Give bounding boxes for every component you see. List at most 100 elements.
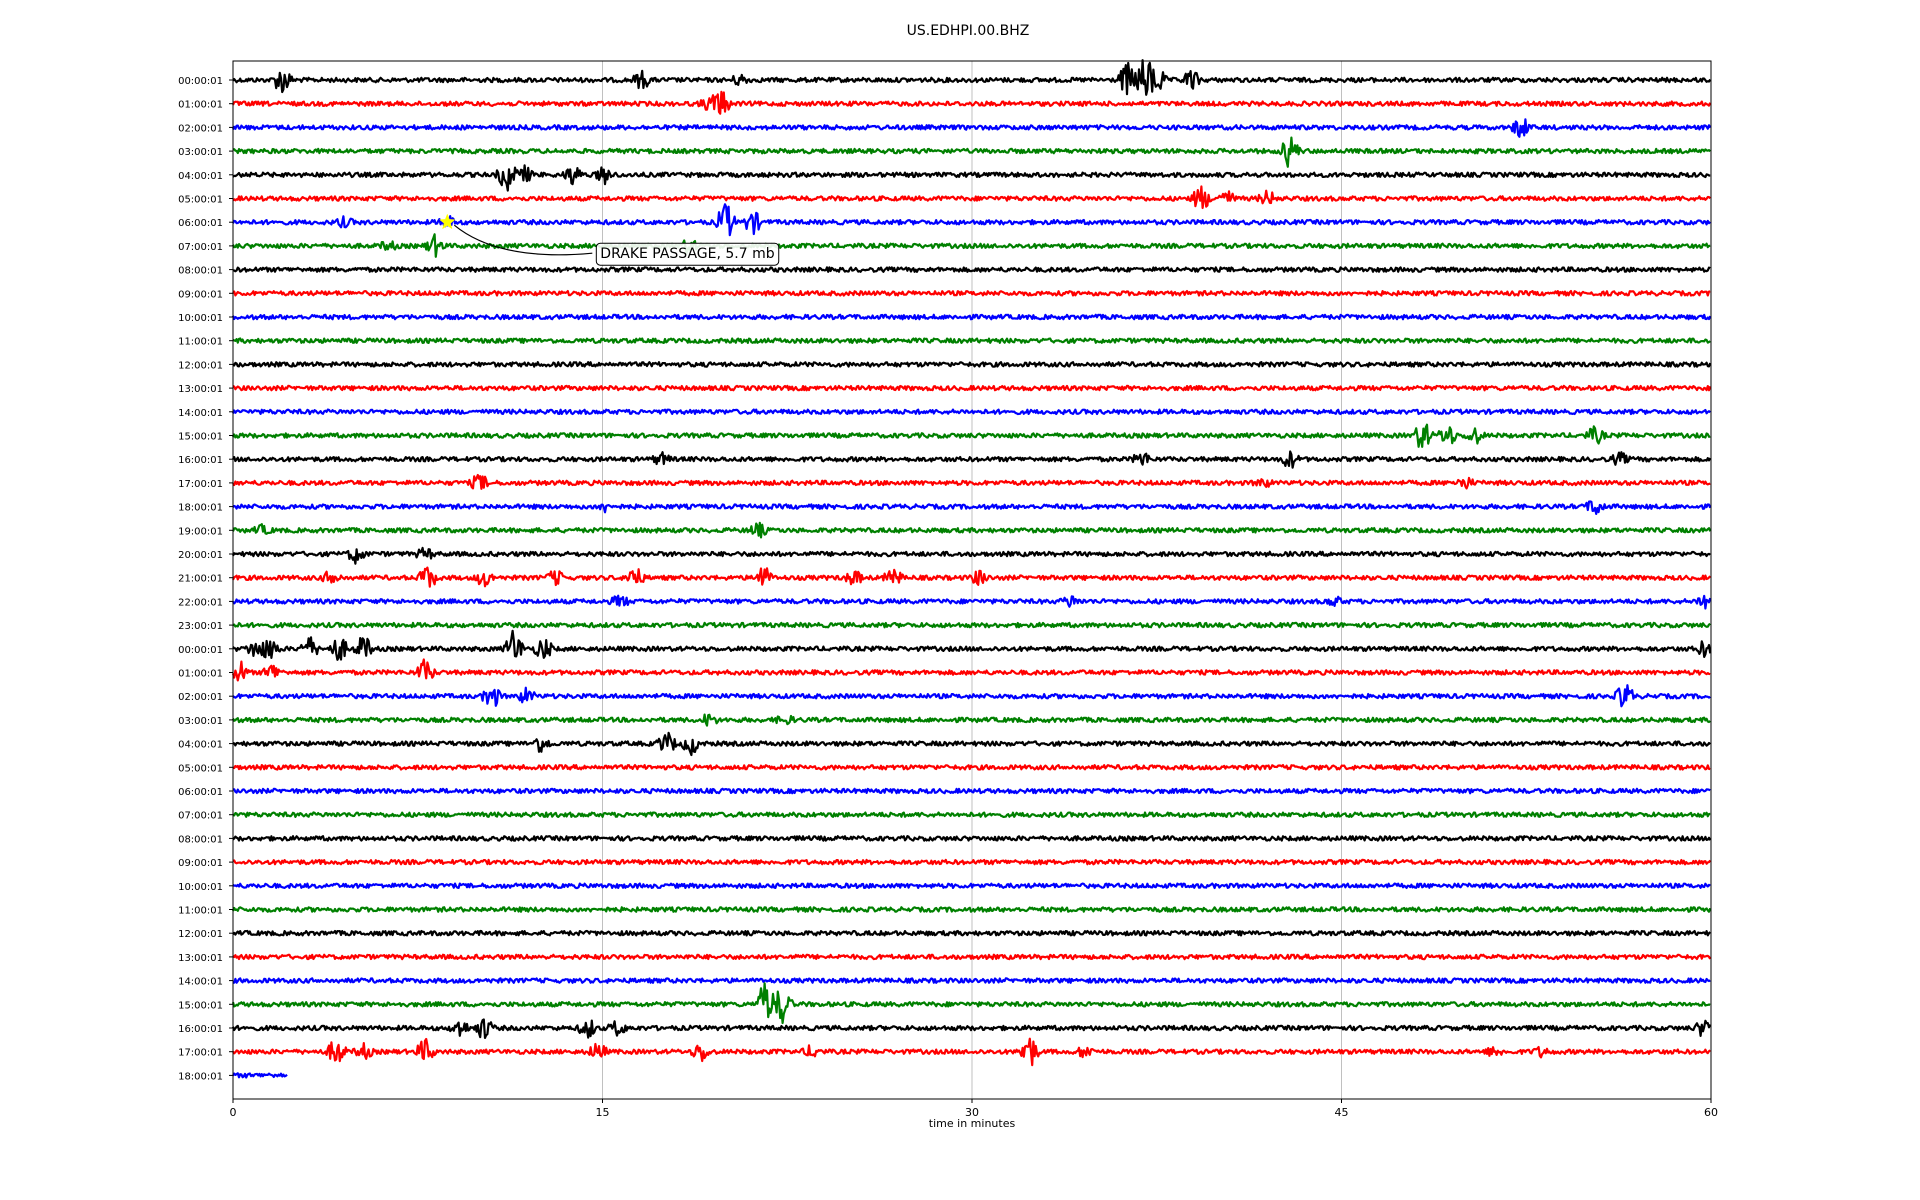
- annotation-label: DRAKE PASSAGE, 5.7 mb: [600, 246, 774, 262]
- y-tick-label: 02:00:01: [178, 692, 223, 703]
- trace-line: [232, 1037, 1711, 1067]
- trace-line: [232, 764, 1711, 771]
- x-tick-label: 0: [230, 1106, 237, 1119]
- y-tick-label: 03:00:01: [178, 716, 223, 727]
- trace-line: [232, 203, 1711, 237]
- y-tick-label: 01:00:01: [178, 100, 223, 111]
- y-tick-labels: 00:00:01 01:00:01 02:00:01 03:00:01 04:00:01…: [178, 76, 233, 1082]
- trace-line: [232, 450, 1712, 469]
- trace-line: [232, 811, 1711, 818]
- trace-line: [232, 731, 1712, 757]
- trace-line: [232, 337, 1711, 344]
- trace-line: [232, 290, 1711, 297]
- trace-line: [232, 500, 1712, 515]
- y-tick-label: 18:00:01: [178, 1071, 223, 1082]
- x-axis-label: time in minutes: [929, 1117, 1016, 1130]
- y-tick-label: 05:00:01: [178, 763, 223, 774]
- event-annotation: DRAKE PASSAGE, 5.7 mb: [439, 213, 780, 266]
- y-tick-label: 04:00:01: [178, 171, 223, 182]
- y-tick-label: 15:00:01: [178, 432, 223, 443]
- x-tick-label: 30: [965, 1106, 979, 1119]
- x-tick-label: 45: [1335, 1106, 1349, 1119]
- y-tick-label: 15:00:01: [178, 1000, 223, 1011]
- y-tick-label: 07:00:01: [178, 811, 223, 822]
- trace-line: [232, 361, 1712, 368]
- trace-line: [232, 164, 1711, 192]
- y-tick-label: 20:00:01: [178, 550, 223, 561]
- y-tick-label: 08:00:01: [178, 266, 223, 277]
- y-tick-label: 06:00:01: [178, 218, 223, 229]
- trace-line: [232, 787, 1711, 795]
- y-tick-label: 11:00:01: [178, 906, 223, 917]
- trace-group: [231, 59, 1712, 1079]
- y-tick-label: 09:00:01: [178, 858, 223, 869]
- y-tick-label: 14:00:01: [178, 977, 223, 988]
- x-tick-label: 15: [596, 1106, 610, 1119]
- event-star-marker: [439, 213, 456, 230]
- trace-line: [232, 953, 1712, 961]
- chart-title: US.EDHPI.00.BHZ: [907, 23, 1030, 39]
- y-tick-label: 07:00:01: [178, 242, 223, 253]
- y-tick-label: 06:00:01: [178, 787, 223, 798]
- y-tick-label: 01:00:01: [178, 669, 223, 680]
- y-tick-label: 16:00:01: [178, 455, 223, 466]
- y-tick-label: 03:00:01: [178, 147, 223, 158]
- y-tick-label: 00:00:01: [178, 645, 223, 656]
- y-tick-label: 14:00:01: [178, 408, 223, 419]
- trace-line: [232, 266, 1711, 273]
- x-tick-labels: 0 15 30 45 60: [230, 1099, 1718, 1119]
- trace-line: [232, 629, 1712, 661]
- trace-line: [232, 90, 1712, 115]
- trace-line: [232, 423, 1711, 448]
- trace-line: [232, 882, 1711, 890]
- y-tick-label: 17:00:01: [178, 1048, 223, 1059]
- trace-line: [232, 546, 1711, 565]
- trace-line: [231, 521, 1712, 539]
- trace-line: [232, 233, 1711, 258]
- trace-line: [232, 136, 1712, 168]
- x-tick-label: 60: [1704, 1106, 1718, 1119]
- y-tick-label: 21:00:01: [178, 574, 223, 585]
- y-tick-label: 12:00:01: [178, 929, 223, 940]
- y-tick-label: 02:00:01: [178, 123, 223, 134]
- trace-line: [232, 594, 1712, 610]
- trace-line: [232, 1072, 288, 1079]
- y-tick-label: 11:00:01: [178, 337, 223, 348]
- y-tick-label: 23:00:01: [178, 621, 223, 632]
- y-tick-label: 13:00:01: [178, 384, 223, 395]
- y-tick-label: 10:00:01: [178, 313, 223, 324]
- y-tick-label: 08:00:01: [178, 834, 223, 845]
- trace-line: [232, 566, 1712, 588]
- trace-line: [231, 906, 1712, 913]
- y-tick-label: 13:00:01: [178, 953, 223, 964]
- trace-line: [231, 1018, 1712, 1039]
- y-tick-label: 04:00:01: [178, 740, 223, 751]
- trace-line: [232, 929, 1711, 937]
- trace-line: [232, 858, 1712, 866]
- y-tick-label: 00:00:01: [178, 76, 223, 87]
- y-tick-label: 22:00:01: [178, 597, 223, 608]
- y-tick-label: 10:00:01: [178, 882, 223, 893]
- trace-line: [232, 977, 1711, 984]
- trace-line: [232, 621, 1711, 629]
- trace-line: [232, 473, 1711, 490]
- y-tick-label: 12:00:01: [178, 360, 223, 371]
- y-tick-label: 17:00:01: [178, 479, 223, 490]
- trace-line: [232, 684, 1711, 708]
- annotation-leader-line: [453, 224, 593, 256]
- trace-line: [231, 313, 1712, 321]
- trace-line: [232, 118, 1712, 138]
- annotation-box: [595, 242, 780, 266]
- y-tick-label: 16:00:01: [178, 1024, 223, 1035]
- trace-line: [232, 835, 1712, 842]
- y-tick-label: 18:00:01: [178, 503, 223, 514]
- y-tick-label: 05:00:01: [178, 195, 223, 206]
- trace-line: [231, 408, 1711, 416]
- trace-line: [232, 384, 1712, 392]
- trace-line: [232, 59, 1712, 96]
- trace-line: [232, 185, 1712, 210]
- trace-line: [232, 713, 1711, 727]
- y-tick-label: 19:00:01: [178, 526, 223, 537]
- trace-line: [231, 658, 1711, 682]
